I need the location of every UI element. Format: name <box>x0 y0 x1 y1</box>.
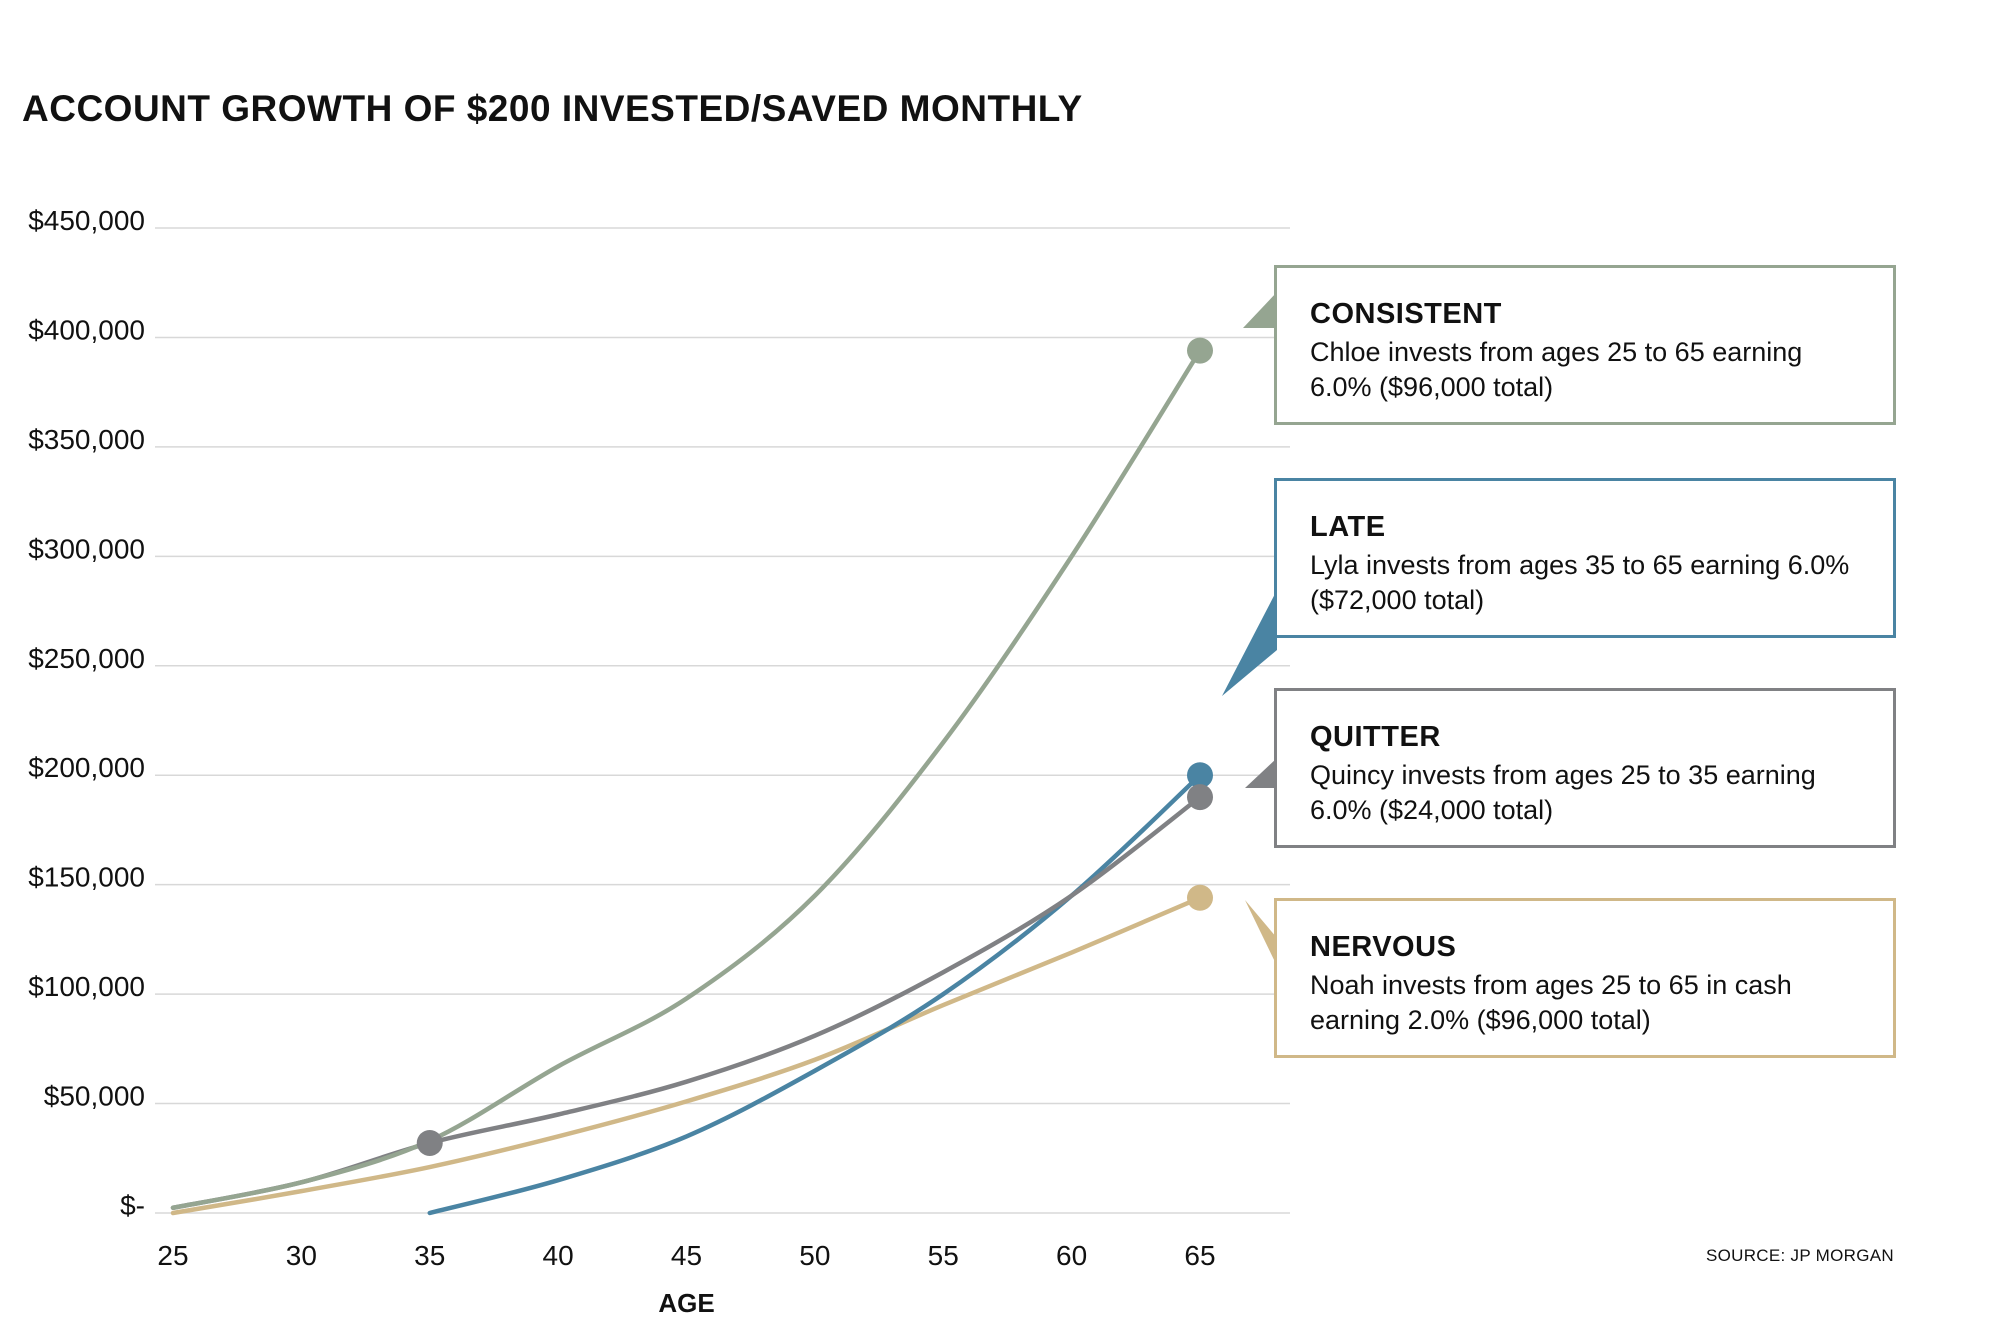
legend-box-consistent: CONSISTENT Chloe invests from ages 25 to… <box>1274 265 1896 425</box>
series-line-quitter <box>170 794 1203 1210</box>
pointer-quitter <box>1245 758 1277 788</box>
x-tick-label: 60 <box>1056 1240 1087 1271</box>
legend-box-late: LATE Lyla invests from ages 35 to 65 ear… <box>1274 478 1896 638</box>
x-tick-label: 55 <box>928 1240 959 1271</box>
y-tick-label: $350,000 <box>28 424 145 455</box>
x-axis-label: AGE <box>658 1288 714 1318</box>
marker-late <box>1187 762 1213 789</box>
y-tick-label: $100,000 <box>28 971 145 1002</box>
legend-name: QUITTER <box>1310 721 1441 753</box>
marker-consistent <box>1187 337 1213 364</box>
series-markers <box>416 337 1213 1156</box>
callout-pointers <box>1222 292 1277 966</box>
legend-description: Lyla invests from ages 35 to 65 earning … <box>1310 550 1850 615</box>
x-tick-label: 65 <box>1184 1240 1215 1271</box>
legend-name: NERVOUS <box>1310 931 1457 963</box>
x-tick-label: 25 <box>157 1240 188 1271</box>
y-tick-label: $250,000 <box>28 643 145 674</box>
y-tick-label: $- <box>120 1190 145 1221</box>
source-note: SOURCE: JP MORGAN <box>1705 1246 1894 1265</box>
legend-box-nervous: NERVOUS Noah invests from ages 25 to 65 … <box>1274 898 1896 1058</box>
series-line-nervous <box>170 895 1203 1216</box>
pointer-consistent <box>1243 292 1277 328</box>
y-tick-label: $50,000 <box>44 1081 145 1112</box>
pointer-nervous <box>1245 900 1277 966</box>
x-tick-label: 45 <box>671 1240 702 1271</box>
y-tick-label: $200,000 <box>28 752 145 783</box>
x-tick-label: 30 <box>286 1240 317 1271</box>
series-lines <box>170 348 1203 1216</box>
y-tick-label: $400,000 <box>28 314 145 345</box>
x-tick-label: 40 <box>543 1240 574 1271</box>
x-axis-ticks: 25 30 35 40 45 50 55 60 65 <box>157 1240 1215 1271</box>
y-tick-label: $150,000 <box>28 862 145 893</box>
legend-description: Noah invests from ages 25 to 65 in cash … <box>1310 970 1792 1035</box>
y-axis-ticks: $- $50,000 $100,000 $150,000 $200,000 $250,00… <box>28 205 145 1221</box>
legend-name: CONSISTENT <box>1310 298 1502 330</box>
chart-title: ACCOUNT GROWTH OF $200 INVESTED/SAVED MO… <box>22 88 1083 129</box>
marker-nervous <box>1187 884 1213 911</box>
x-tick-label: 35 <box>414 1240 445 1271</box>
legend-box-quitter: QUITTER Quincy invests from ages 25 to 3… <box>1274 688 1896 848</box>
legend-description: Quincy invests from ages 25 to 35 earnin… <box>1310 760 1816 825</box>
legend-name: LATE <box>1310 511 1386 543</box>
x-tick-label: 50 <box>799 1240 830 1271</box>
y-tick-label: $450,000 <box>28 205 145 236</box>
y-tick-label: $300,000 <box>28 533 145 564</box>
marker-quitter <box>416 1129 443 1156</box>
grid-lines <box>155 227 1290 1214</box>
pointer-late <box>1222 590 1277 696</box>
series-line-consistent <box>170 348 1203 1210</box>
marker-quitter <box>1187 784 1213 811</box>
legend-description: Chloe invests from ages 25 to 65 earning… <box>1310 337 1803 402</box>
